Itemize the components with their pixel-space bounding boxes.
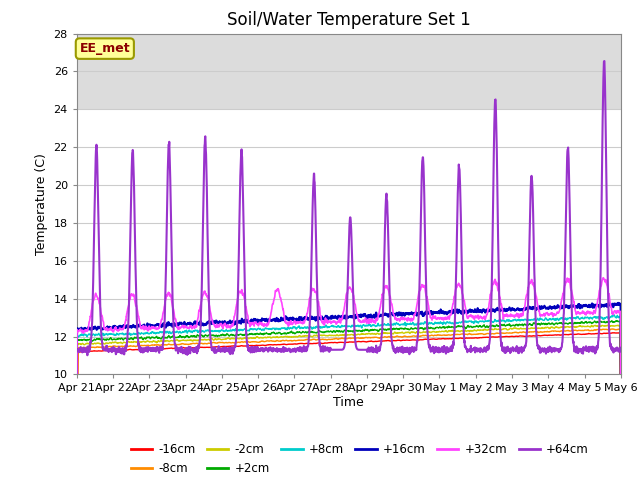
Text: EE_met: EE_met bbox=[79, 42, 130, 55]
Legend: -16cm, -8cm, -2cm, +2cm, +8cm, +16cm, +32cm, +64cm: -16cm, -8cm, -2cm, +2cm, +8cm, +16cm, +3… bbox=[126, 438, 593, 480]
Title: Soil/Water Temperature Set 1: Soil/Water Temperature Set 1 bbox=[227, 11, 470, 29]
X-axis label: Time: Time bbox=[333, 396, 364, 409]
Bar bbox=[77, 34, 621, 109]
Y-axis label: Temperature (C): Temperature (C) bbox=[35, 153, 48, 255]
